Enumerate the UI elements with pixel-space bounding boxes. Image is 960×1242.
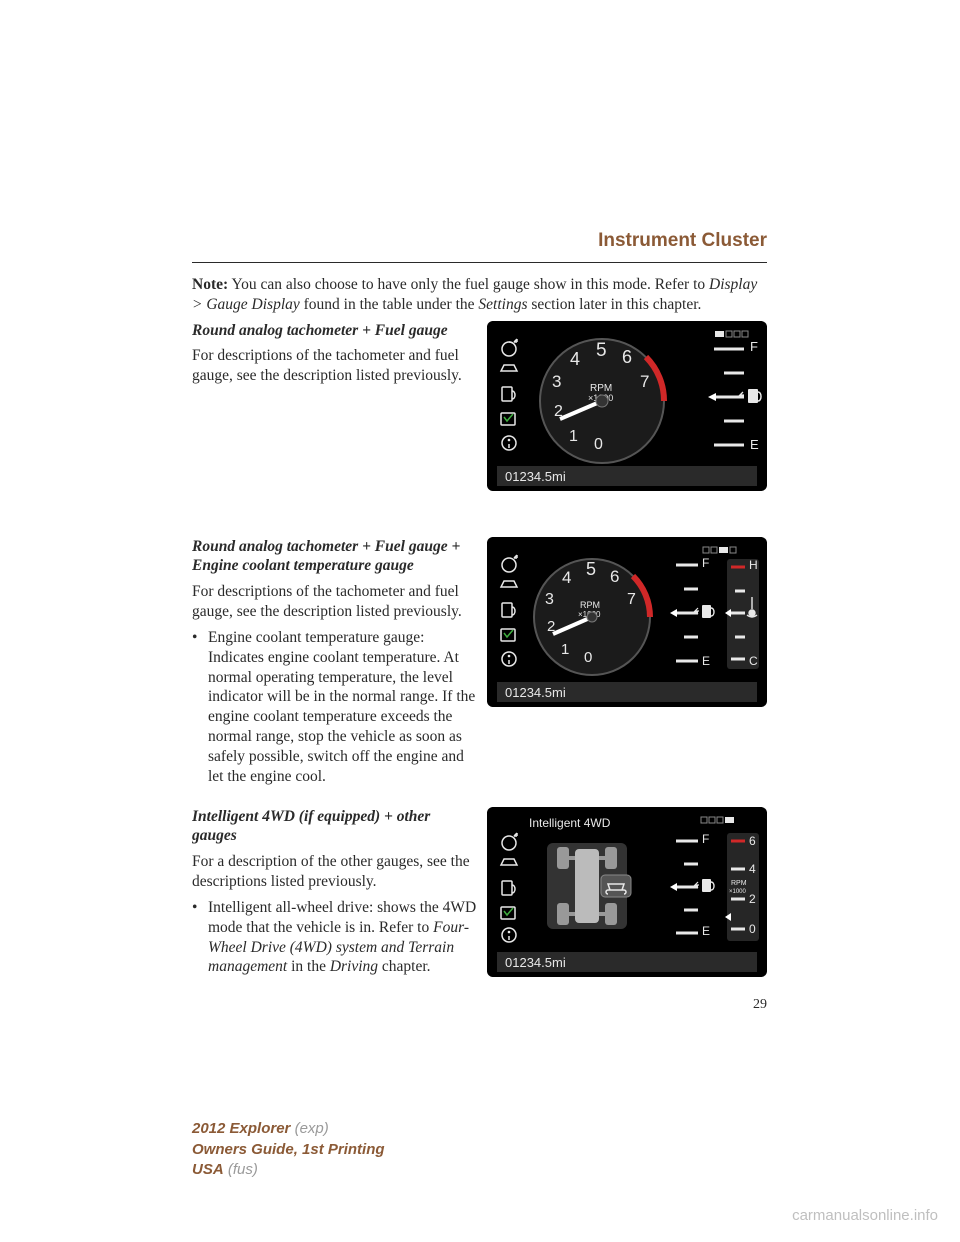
section-tach-fuel-temp: 01234.5mi 0 1 2 3 4 5 6 7: [192, 537, 767, 793]
spacer: [192, 511, 767, 537]
watermark: carmanualsonline.info: [792, 1207, 938, 1224]
svg-text:H: H: [749, 558, 758, 572]
svg-text:F: F: [702, 832, 709, 846]
footer: 2012 Explorer (exp) Owners Guide, 1st Pr…: [192, 1119, 385, 1180]
bullet-dot: •: [192, 898, 208, 977]
svg-text:7: 7: [640, 372, 649, 391]
note-label: Note:: [192, 276, 228, 293]
svg-text:E: E: [702, 654, 710, 668]
cluster-image-4wd: 01234.5mi Intelligent 4WD: [487, 807, 767, 977]
svg-text:0: 0: [584, 649, 592, 666]
sec2-bullet-text-a: Engine coolant temperature gauge: Indica…: [208, 629, 475, 705]
svg-text:5: 5: [596, 340, 607, 361]
vehicle-4wd-graphic: [547, 843, 631, 929]
footer-code1: (exp): [290, 1120, 328, 1137]
footer-model: 2012 Explorer: [192, 1120, 290, 1137]
svg-text:RPM: RPM: [731, 880, 747, 887]
tachometer-gauge: 0 1 2 3 4 5 6 7 RPM ×1000: [540, 339, 664, 463]
sec2-bullet: • Engine coolant temperature gauge: Indi…: [192, 628, 477, 787]
section-intelligent-4wd: 01234.5mi Intelligent 4WD: [192, 807, 767, 984]
sec3-bullet-tail: chapter.: [378, 958, 431, 975]
sec3-bullet: • Intelligent all-wheel drive: shows the…: [192, 898, 477, 977]
footer-region: USA: [192, 1161, 224, 1178]
svg-text:6: 6: [749, 834, 756, 848]
svg-text:01234.5mi: 01234.5mi: [505, 685, 566, 700]
sec2-bullet-text-b: engine coolant temperature exceeds the n…: [208, 708, 464, 784]
svg-text:4: 4: [749, 862, 756, 876]
section-tach-fuel: 01234.5mi 0 1 2 3 4 5: [192, 321, 767, 497]
svg-text:7: 7: [627, 591, 636, 608]
cluster-image-tach-fuel: 01234.5mi 0 1 2 3 4 5: [487, 321, 767, 491]
svg-text:2: 2: [749, 892, 756, 906]
page-content: Instrument Cluster Note: You can also ch…: [192, 230, 767, 1013]
footer-guide: Owners Guide, 1st Printing: [192, 1140, 385, 1160]
i4wd-title: Intelligent 4WD: [529, 816, 611, 830]
svg-text:3: 3: [552, 372, 561, 391]
svg-text:4: 4: [570, 349, 580, 369]
svg-text:F: F: [750, 339, 758, 354]
svg-text:C: C: [749, 654, 758, 668]
svg-text:5: 5: [586, 559, 596, 579]
temp-gauge: H C: [725, 558, 759, 669]
svg-text:6: 6: [622, 347, 632, 367]
svg-text:E: E: [750, 437, 759, 452]
svg-text:1: 1: [569, 428, 578, 445]
note-text-1: You can also choose to have only the fue…: [228, 276, 709, 293]
odometer-text: 01234.5mi: [505, 469, 566, 484]
svg-text:RPM: RPM: [580, 600, 600, 610]
svg-text:1: 1: [561, 641, 569, 658]
note-text-tail: section later in this chapter.: [528, 296, 702, 313]
note-ref-2: Settings: [478, 296, 527, 313]
svg-text:E: E: [702, 924, 710, 938]
footer-code2: (fus): [224, 1161, 258, 1178]
svg-text:F: F: [702, 556, 709, 570]
svg-text:3: 3: [545, 591, 554, 608]
sec3-bullet-mid: in the: [287, 958, 330, 975]
svg-text:6: 6: [610, 567, 619, 586]
page-number: 29: [192, 997, 767, 1013]
section-header: Instrument Cluster: [192, 230, 767, 252]
svg-text:4: 4: [562, 568, 571, 587]
svg-text:×1000: ×1000: [729, 889, 747, 895]
mini-tach: 6 4 2 0 RPM ×1000: [725, 833, 759, 941]
note-paragraph: Note: You can also choose to have only t…: [192, 275, 767, 315]
svg-text:01234.5mi: 01234.5mi: [505, 955, 566, 970]
note-text-mid: found in the table under the: [300, 296, 479, 313]
bullet-dot: •: [192, 628, 208, 787]
sec3-bullet-ref2: Driving: [330, 958, 378, 975]
svg-text:0: 0: [749, 922, 756, 936]
cluster-image-tach-fuel-temp: 01234.5mi 0 1 2 3 4 5 6 7: [487, 537, 767, 707]
header-divider: [192, 262, 767, 263]
svg-text:0: 0: [594, 436, 603, 453]
